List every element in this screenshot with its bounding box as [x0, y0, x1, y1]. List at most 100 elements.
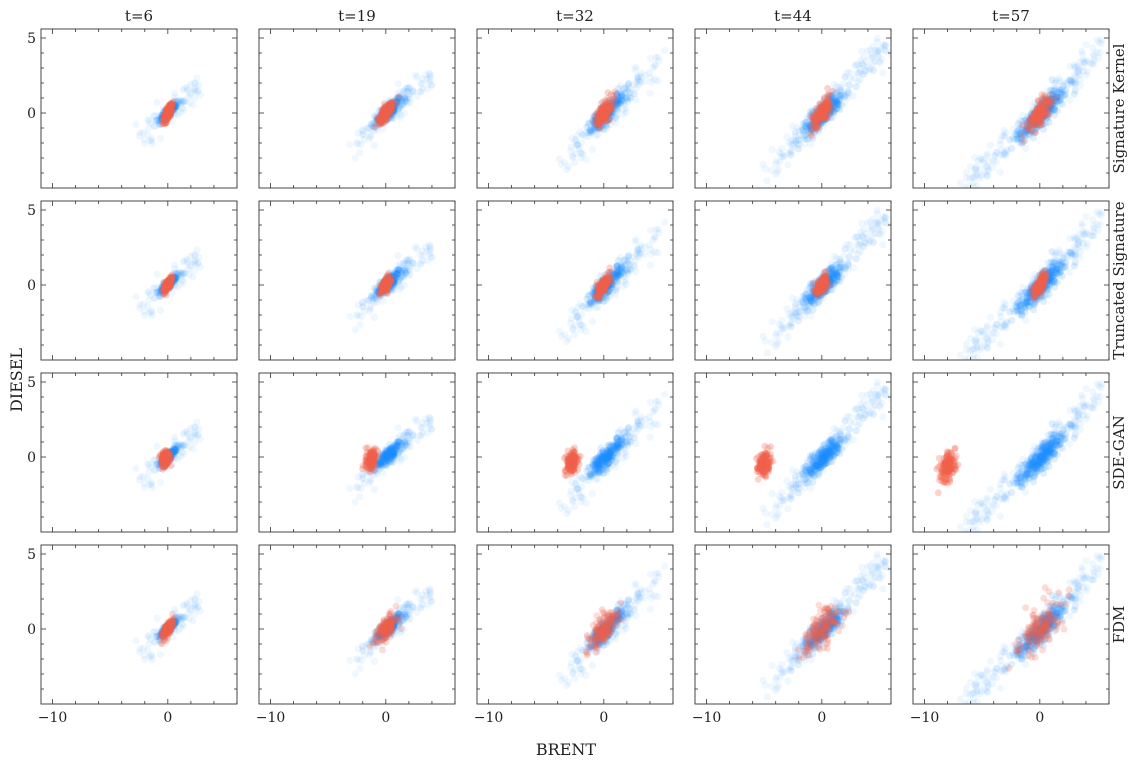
real-point: [1095, 54, 1103, 62]
real-point: [1059, 79, 1067, 87]
real-point: [615, 271, 623, 279]
real-point: [811, 118, 819, 126]
generated-point: [381, 106, 388, 114]
real-point: [1025, 126, 1033, 134]
generated-point: [386, 104, 394, 111]
generated-point: [160, 278, 168, 286]
real-point: [601, 110, 609, 118]
generated-point: [601, 279, 609, 287]
generated-point: [815, 123, 822, 131]
real-point: [822, 275, 830, 283]
real-point: [647, 245, 655, 254]
real-point: [576, 320, 584, 329]
real-point: [196, 263, 204, 271]
generated-point: [608, 104, 616, 112]
real-point: [789, 312, 797, 320]
real-point: [647, 250, 655, 258]
generated-point: [162, 105, 170, 113]
generated-point: [818, 282, 826, 290]
real-point: [1015, 128, 1023, 136]
generated-point: [819, 282, 827, 290]
real-point: [567, 315, 575, 323]
real-point: [992, 158, 1000, 166]
real-point: [876, 59, 884, 67]
generated-point: [816, 113, 823, 121]
generated-point: [1034, 115, 1041, 123]
real-point: [171, 103, 179, 111]
real-point: [388, 271, 396, 279]
real-point: [1034, 116, 1043, 124]
real-point: [1033, 281, 1042, 289]
real-point: [1022, 298, 1031, 307]
generated-point: [381, 280, 389, 287]
real-point: [1036, 280, 1044, 288]
generated-point: [808, 132, 816, 140]
real-point: [802, 294, 810, 302]
real-point: [809, 121, 817, 129]
real-point: [357, 140, 365, 148]
generated-point: [383, 274, 391, 282]
generated-point: [601, 280, 609, 287]
real-point: [170, 101, 178, 109]
generated-point: [379, 114, 387, 121]
generated-point: [600, 279, 607, 287]
real-point: [806, 124, 814, 132]
real-point: [1024, 122, 1032, 131]
generated-point: [598, 283, 606, 291]
generated-point: [823, 280, 830, 288]
generated-point: [823, 104, 831, 112]
real-point: [164, 107, 172, 115]
generated-point: [164, 277, 172, 285]
real-point: [603, 122, 611, 130]
real-point: [598, 104, 607, 112]
real-point: [1039, 268, 1047, 276]
real-point: [827, 265, 835, 273]
real-point: [594, 123, 602, 131]
generated-point: [602, 282, 609, 289]
real-point: [158, 111, 166, 119]
generated-point: [812, 116, 820, 124]
generated-point: [169, 98, 177, 105]
generated-point: [381, 276, 389, 284]
real-point: [617, 89, 625, 97]
real-point: [370, 127, 378, 135]
real-point: [1078, 47, 1086, 55]
real-point: [624, 253, 632, 261]
generated-point: [165, 279, 172, 287]
real-point: [398, 95, 406, 103]
generated-point: [161, 110, 169, 118]
real-point: [381, 110, 389, 118]
real-point: [1031, 298, 1039, 306]
generated-point: [818, 276, 826, 283]
real-point: [603, 116, 611, 124]
generated-point: [820, 283, 827, 290]
real-point: [800, 312, 809, 320]
real-point: [614, 264, 622, 272]
real-point: [392, 94, 401, 103]
real-point: [170, 276, 178, 284]
real-point: [600, 279, 609, 287]
real-point: [811, 281, 819, 289]
real-point: [585, 304, 593, 312]
real-point: [809, 284, 818, 292]
real-point: [634, 246, 642, 255]
real-point: [600, 112, 608, 120]
generated-point: [597, 287, 605, 295]
real-point: [607, 99, 615, 107]
generated-point: [160, 115, 168, 123]
real-point: [1040, 271, 1049, 279]
generated-point: [819, 279, 827, 286]
generated-point: [383, 272, 391, 280]
real-point: [1038, 100, 1046, 108]
real-point: [162, 282, 170, 290]
generated-point: [601, 102, 608, 110]
real-point: [1069, 79, 1077, 87]
real-point: [140, 307, 148, 315]
real-point: [1045, 94, 1054, 102]
generated-point: [822, 276, 829, 284]
generated-point: [818, 281, 826, 289]
real-point: [375, 118, 383, 126]
real-point: [826, 280, 834, 288]
generated-point: [383, 108, 391, 116]
real-point: [823, 105, 831, 113]
